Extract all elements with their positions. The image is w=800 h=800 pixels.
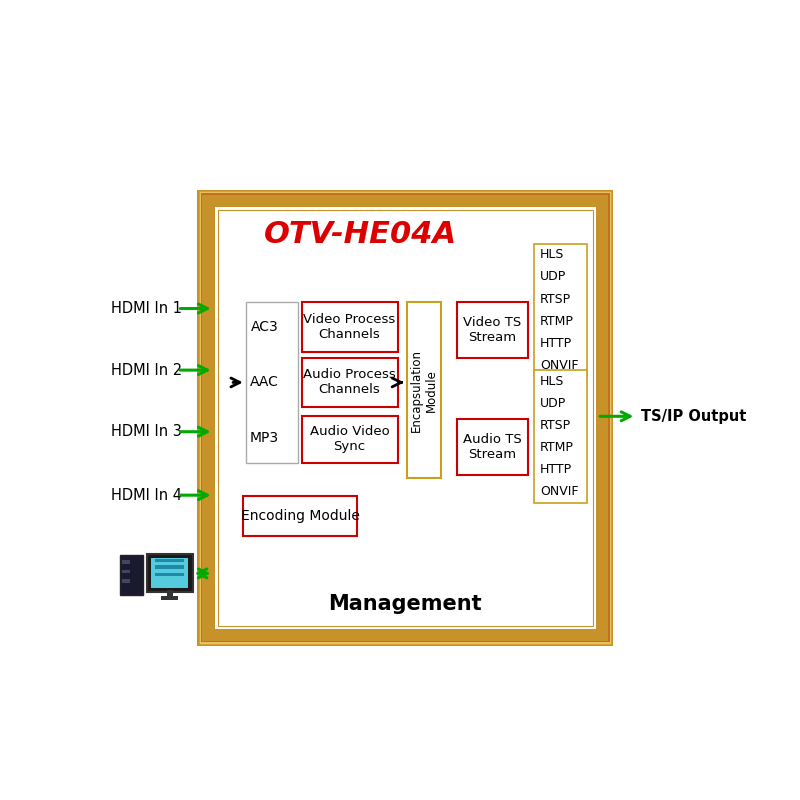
Bar bbox=[154, 566, 184, 569]
Text: HTTP: HTTP bbox=[540, 463, 572, 476]
Text: UDP: UDP bbox=[540, 270, 566, 283]
Bar bbox=[214, 207, 596, 629]
Bar bbox=[407, 302, 441, 478]
Bar bbox=[302, 302, 398, 352]
Text: OTV-HE04A: OTV-HE04A bbox=[264, 220, 457, 249]
Text: Audio Process
Channels: Audio Process Channels bbox=[303, 369, 396, 397]
Bar bbox=[120, 555, 143, 595]
Bar bbox=[302, 358, 398, 407]
Bar bbox=[122, 579, 130, 582]
Text: HDMI In 2: HDMI In 2 bbox=[111, 362, 182, 378]
Bar bbox=[122, 561, 130, 564]
Text: AAC: AAC bbox=[250, 375, 278, 390]
Bar bbox=[200, 192, 611, 644]
Bar bbox=[151, 558, 188, 587]
Bar bbox=[242, 496, 358, 537]
Text: RTSP: RTSP bbox=[540, 419, 571, 432]
Bar bbox=[154, 558, 184, 562]
Text: RTMP: RTMP bbox=[540, 314, 574, 327]
Text: HTTP: HTTP bbox=[540, 337, 572, 350]
Text: UDP: UDP bbox=[540, 397, 566, 410]
Text: HDMI In 1: HDMI In 1 bbox=[111, 301, 182, 316]
Bar bbox=[167, 590, 173, 596]
Text: HLS: HLS bbox=[540, 248, 565, 262]
Bar bbox=[457, 419, 528, 475]
Bar bbox=[246, 302, 298, 462]
Bar bbox=[201, 194, 610, 642]
Text: Audio TS
Stream: Audio TS Stream bbox=[462, 433, 522, 461]
Bar bbox=[202, 194, 609, 641]
Bar bbox=[154, 573, 184, 577]
Text: RTMP: RTMP bbox=[540, 441, 574, 454]
Text: Audio Video
Sync: Audio Video Sync bbox=[310, 426, 390, 454]
Bar bbox=[122, 570, 130, 574]
Bar bbox=[534, 244, 586, 376]
Bar bbox=[161, 595, 178, 600]
Text: Encapsulation
Module: Encapsulation Module bbox=[410, 349, 438, 432]
Text: MP3: MP3 bbox=[250, 431, 279, 445]
Text: TS/IP Output: TS/IP Output bbox=[641, 409, 746, 424]
Text: HDMI In 3: HDMI In 3 bbox=[111, 424, 182, 439]
Text: RTSP: RTSP bbox=[540, 293, 571, 306]
Text: HDMI In 4: HDMI In 4 bbox=[111, 488, 182, 502]
Text: Video TS
Stream: Video TS Stream bbox=[463, 316, 522, 344]
Text: Management: Management bbox=[328, 594, 482, 614]
Text: ONVIF: ONVIF bbox=[540, 485, 578, 498]
Text: HLS: HLS bbox=[540, 374, 565, 388]
Bar bbox=[302, 416, 398, 462]
Text: AC3: AC3 bbox=[250, 320, 278, 334]
Bar bbox=[457, 302, 528, 358]
Bar bbox=[198, 190, 614, 646]
Text: ONVIF: ONVIF bbox=[540, 358, 578, 372]
Bar bbox=[218, 210, 593, 626]
Bar bbox=[534, 370, 586, 502]
Bar bbox=[198, 191, 612, 645]
Text: Video Process
Channels: Video Process Channels bbox=[303, 313, 396, 341]
Bar bbox=[146, 554, 193, 592]
Text: Encoding Module: Encoding Module bbox=[241, 510, 359, 523]
